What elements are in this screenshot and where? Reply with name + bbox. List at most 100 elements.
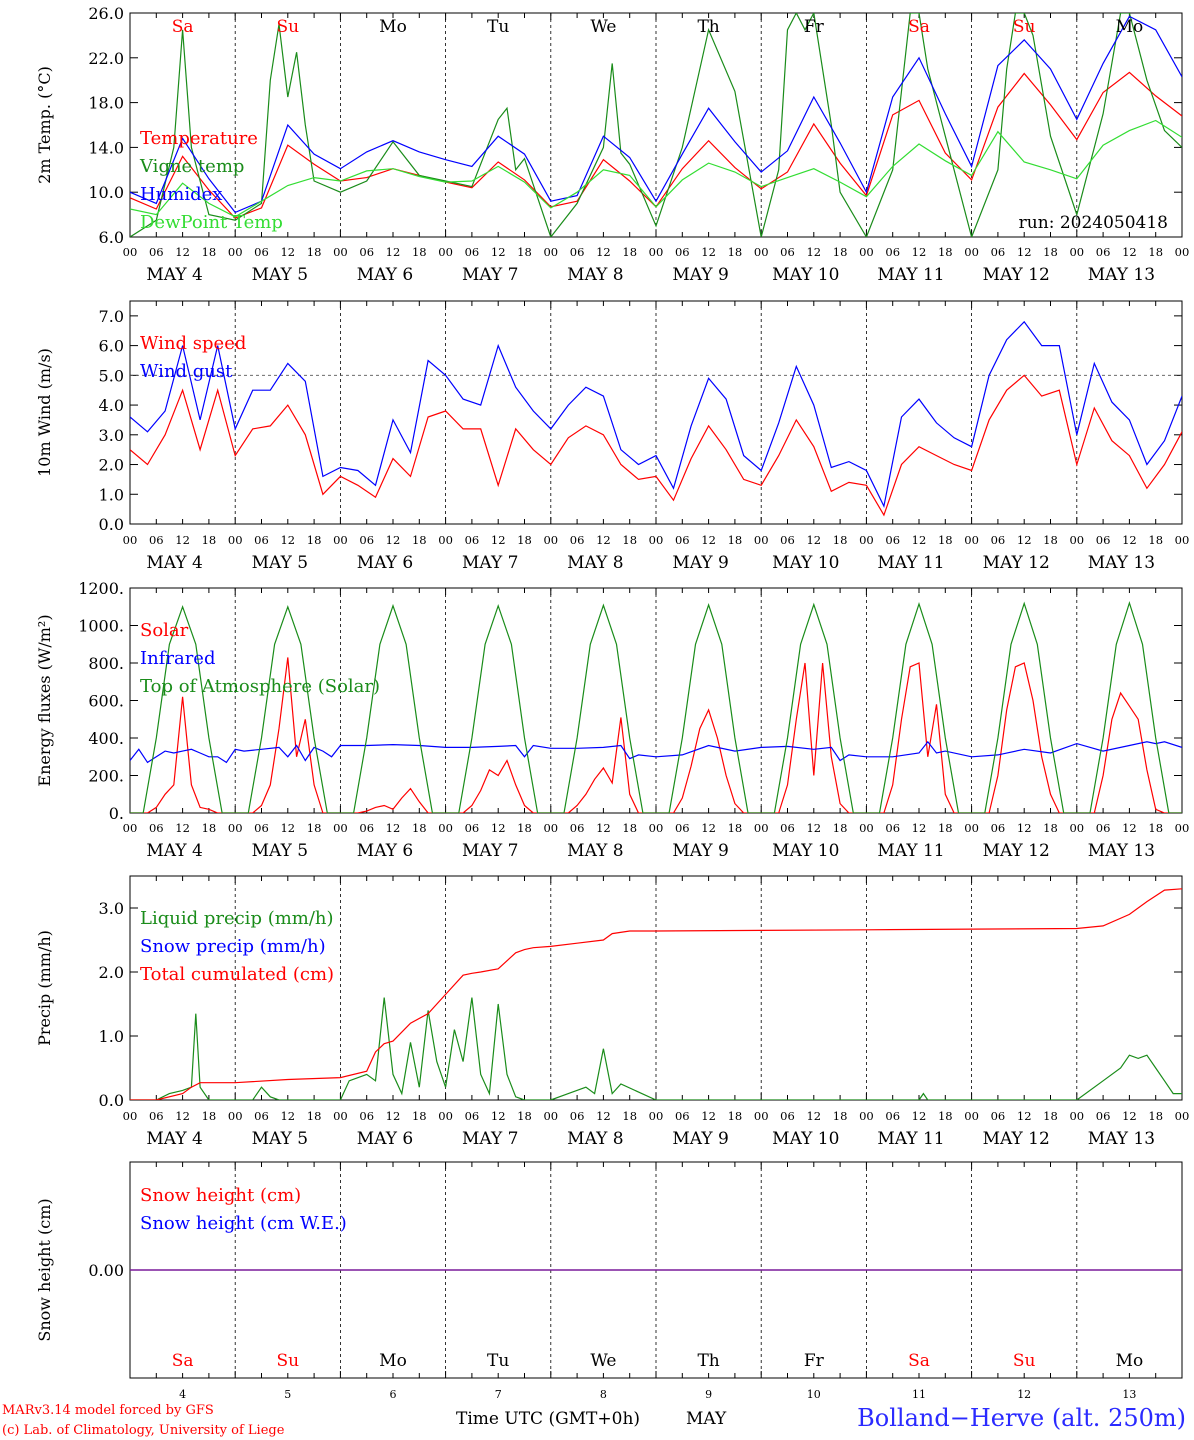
y-tick-label: 6.0: [99, 228, 124, 247]
hour-label: 00: [649, 533, 664, 547]
hour-label: 18: [1043, 245, 1058, 259]
hour-label: 12: [806, 245, 821, 259]
hour-label: 00: [333, 533, 348, 547]
hour-label: 06: [359, 821, 374, 835]
hour-label: 06: [359, 245, 374, 259]
hour-label: 00: [1069, 821, 1084, 835]
hour-label: 12: [701, 245, 716, 259]
date-label: MAY 10: [772, 1129, 839, 1149]
day-name: Su: [276, 17, 299, 37]
day-name: Fr: [804, 17, 825, 37]
date-label: MAY 7: [462, 841, 518, 861]
hour-label: 12: [1122, 533, 1137, 547]
hour-label: 00: [228, 245, 243, 259]
date-label: MAY 11: [877, 1129, 944, 1149]
y-axis-label: Snow height (cm): [35, 1198, 54, 1341]
day-name: Su: [1013, 1351, 1036, 1371]
hour-label: 12: [175, 1109, 190, 1123]
hour-label: 06: [991, 245, 1006, 259]
day-name: Mo: [1116, 17, 1144, 37]
hour-label: 06: [885, 821, 900, 835]
hour-label: 12: [280, 245, 295, 259]
hour-label: 12: [386, 533, 401, 547]
y-axis-label: Energy fluxes (W/m²): [35, 614, 54, 786]
panel-5: 0.00 Snow height (cm) Snow height (cm) Snow…: [35, 1161, 1183, 1379]
hour-label: 12: [175, 821, 190, 835]
series-line-infrared: [130, 740, 1182, 764]
hour-label: 06: [1096, 245, 1111, 259]
hour-label: 12: [1017, 821, 1032, 835]
date-label: MAY 11: [877, 553, 944, 573]
day-number: 7: [495, 1388, 502, 1401]
hour-label: 06: [1096, 533, 1111, 547]
hour-label: 12: [596, 1109, 611, 1123]
hour-label: 18: [1148, 821, 1163, 835]
date-label: MAY 11: [877, 265, 944, 285]
date-label: MAY 6: [357, 553, 413, 573]
hour-label: 12: [386, 821, 401, 835]
legend-item: Top of Atmosphere (Solar): [140, 676, 380, 697]
y-tick-label: 1200.: [78, 579, 124, 598]
y-tick-label: 5.0: [99, 366, 124, 385]
date-label: MAY 12: [983, 553, 1050, 573]
hour-label: 06: [675, 821, 690, 835]
hour-label: 00: [438, 245, 453, 259]
hour-label: 06: [570, 533, 585, 547]
hour-label: 00: [649, 1109, 664, 1123]
hour-label: 00: [1069, 245, 1084, 259]
y-tick-label: 0.0: [99, 515, 124, 534]
hour-label: 06: [1096, 1109, 1111, 1123]
hour-label: 00: [123, 821, 138, 835]
hour-label: 12: [806, 533, 821, 547]
day-name: Tu: [487, 17, 509, 37]
hour-label: 00: [754, 245, 769, 259]
hour-label: 12: [701, 821, 716, 835]
hour-label: 00: [964, 1109, 979, 1123]
date-label: MAY 10: [772, 553, 839, 573]
date-label: MAY 13: [1088, 1129, 1155, 1149]
date-label: MAY 5: [252, 553, 308, 573]
date-label: MAY 12: [983, 1129, 1050, 1149]
date-label: MAY 8: [567, 841, 623, 861]
hour-label: 06: [465, 245, 480, 259]
legend-item: Humidex: [140, 184, 222, 205]
hour-label: 18: [622, 1109, 637, 1123]
y-tick-label: 10.0: [88, 183, 124, 202]
date-label: MAY 13: [1088, 841, 1155, 861]
hour-label: 18: [517, 821, 532, 835]
legend-item: Infrared: [140, 648, 215, 669]
hour-label: 06: [254, 533, 269, 547]
hour-label: 18: [517, 533, 532, 547]
hour-label: 12: [491, 1109, 506, 1123]
hour-label: 06: [570, 1109, 585, 1123]
hour-label: 00: [964, 533, 979, 547]
day-number: 4: [179, 1388, 186, 1401]
y-tick-label: 1.0: [99, 485, 124, 504]
day-number: 8: [600, 1388, 607, 1401]
date-label: MAY 5: [252, 841, 308, 861]
hour-label: 00: [543, 821, 558, 835]
day-name: Mo: [1116, 1351, 1144, 1371]
hour-label: 00: [543, 533, 558, 547]
date-label: MAY 10: [772, 841, 839, 861]
day-number: 12: [1017, 1388, 1031, 1401]
hour-label: 00: [1175, 821, 1190, 835]
day-name: Th: [697, 1351, 719, 1371]
hour-label: 00: [1175, 245, 1190, 259]
date-label: MAY 9: [672, 841, 728, 861]
date-label: MAY 8: [567, 553, 623, 573]
hour-label: 18: [728, 533, 743, 547]
day-name: We: [590, 1351, 616, 1371]
hour-label: 12: [386, 1109, 401, 1123]
date-label: MAY 13: [1088, 265, 1155, 285]
hour-label: 12: [912, 245, 927, 259]
hour-label: 00: [859, 533, 874, 547]
hour-label: 18: [938, 533, 953, 547]
day-number: 13: [1122, 1388, 1136, 1401]
y-tick-label: 800.: [88, 654, 124, 673]
series-line-top-of-atmosphere-solar-: [130, 601, 1182, 813]
hour-label: 18: [1148, 1109, 1163, 1123]
day-name: Mo: [379, 17, 407, 37]
date-label: MAY 9: [672, 1129, 728, 1149]
hour-label: 18: [622, 821, 637, 835]
